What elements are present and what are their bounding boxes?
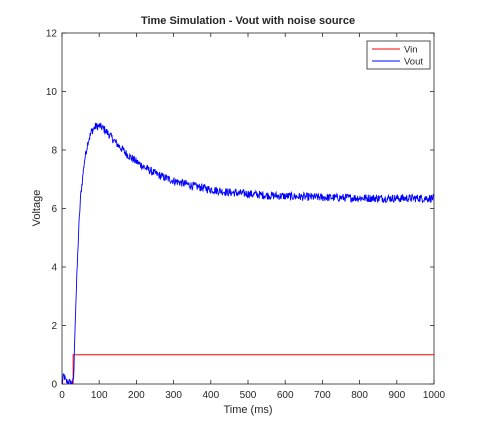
y-axis-label: Voltage [31, 190, 43, 227]
y-tick-label: 0 [51, 380, 57, 391]
x-tick-label: 800 [351, 390, 368, 401]
x-tick-label: 200 [128, 390, 145, 401]
y-tick-label: 6 [51, 204, 57, 215]
x-tick-label: 400 [202, 390, 219, 401]
x-tick-label: 100 [91, 390, 108, 401]
y-tick-label: 10 [46, 87, 58, 98]
x-tick-label: 700 [314, 390, 331, 401]
x-tick-label: 900 [388, 390, 405, 401]
x-tick-label: 1000 [423, 390, 446, 401]
x-axis-label: Time (ms) [223, 404, 272, 416]
plot-area: 0 100 200 300 400 500 600 700 800 900 1000 0 2 4 6 8 10 1… [46, 29, 446, 402]
legend-label-vin: Vin [404, 45, 418, 56]
x-tick-label: 300 [165, 390, 182, 401]
series-line-vin [62, 354, 434, 384]
x-tick-label: 600 [277, 390, 294, 401]
y-tick-label: 2 [51, 321, 57, 332]
legend-box [366, 40, 431, 70]
series-line-vout [62, 122, 434, 384]
y-tick-label: 4 [51, 263, 57, 274]
x-tick-label: 0 [59, 390, 65, 401]
chart-title: Time Simulation - Vout with noise source [141, 15, 355, 27]
x-tick-label: 500 [240, 390, 257, 401]
y-tick-label: 12 [46, 29, 58, 40]
legend-label-vout: Vout [404, 57, 423, 68]
plot-frame [61, 32, 435, 385]
y-tick-label: 8 [51, 146, 57, 157]
